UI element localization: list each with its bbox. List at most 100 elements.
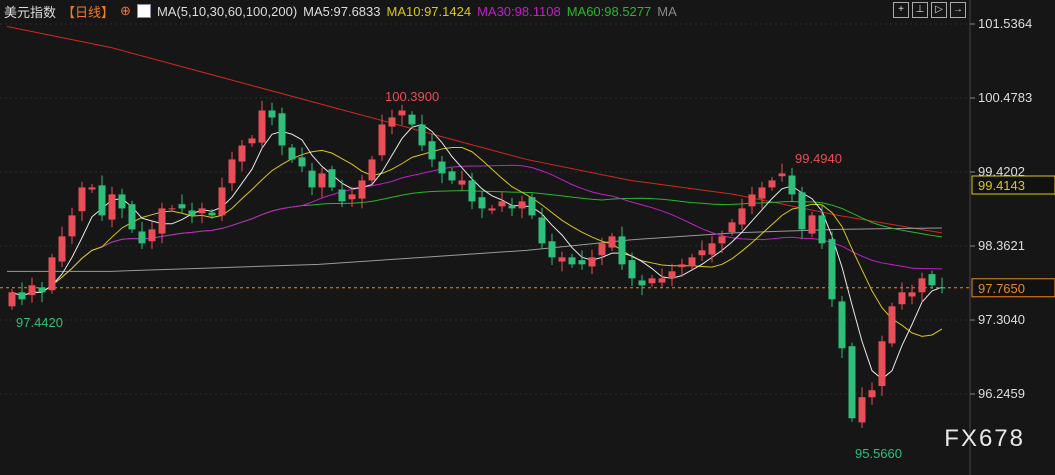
- candle-body: [188, 210, 196, 216]
- candle-body: [698, 250, 706, 256]
- candle-body: [178, 204, 186, 209]
- candle-body: [328, 169, 336, 188]
- candle-body: [888, 306, 896, 344]
- candle-body: [458, 180, 466, 185]
- candle-body: [228, 159, 236, 184]
- candle-body: [158, 208, 166, 234]
- chart-header: 美元指数 【日线】 ⊕ MA(5,10,30,60,100,200) MA5:9…: [4, 2, 677, 20]
- candle-body: [878, 341, 886, 387]
- candle-body: [138, 231, 146, 244]
- candle-body: [908, 292, 916, 297]
- candle-body: [518, 201, 526, 209]
- candle-body: [848, 346, 856, 419]
- candle-body: [348, 194, 356, 200]
- ma10-line: [11, 147, 943, 337]
- candle-body: [508, 205, 516, 209]
- candle-body: [58, 236, 66, 262]
- ref-price-tag: [971, 175, 1055, 195]
- y-tick-label: 96.2459: [978, 386, 1025, 401]
- ma30-value: MA30:98.1108: [477, 3, 561, 19]
- candle-body: [388, 117, 396, 127]
- candle-body: [448, 171, 456, 181]
- candle-body: [338, 189, 346, 202]
- ma5-line: [11, 123, 943, 380]
- candle-body: [78, 187, 86, 212]
- candle-body: [688, 257, 696, 267]
- y-tick-label: 99.4202: [978, 164, 1025, 179]
- ma10-value: MA10:97.1424: [386, 3, 472, 19]
- candle-body: [778, 173, 786, 177]
- candle-body: [568, 257, 576, 265]
- candle-body: [558, 257, 566, 262]
- candle-body: [858, 397, 866, 423]
- y-tick-label: 97.3040: [978, 312, 1025, 327]
- y-tick-label: 98.3621: [978, 238, 1025, 253]
- candle-body: [578, 260, 586, 265]
- candle-body: [598, 243, 606, 256]
- candle-body: [918, 278, 926, 293]
- candle-body: [678, 264, 686, 268]
- candle-body: [398, 110, 406, 116]
- candle-body: [168, 208, 176, 210]
- y-tick-label: 101.5364: [978, 16, 1032, 31]
- candle-body: [928, 274, 936, 286]
- ma-params[interactable]: MA(5,10,30,60,100,200): [156, 3, 298, 19]
- candle-body: [868, 390, 876, 398]
- candle-body: [938, 287, 946, 289]
- candle-body: [38, 287, 46, 293]
- go-latest-icon[interactable]: →: [950, 2, 966, 18]
- candle-body: [298, 157, 306, 167]
- candle-body: [488, 208, 496, 211]
- candle-body: [468, 180, 476, 202]
- candle-body: [238, 145, 246, 162]
- candle-body: [428, 141, 436, 160]
- candle-body: [208, 212, 216, 216]
- add-indicator-icon[interactable]: ⊕: [120, 3, 131, 18]
- zoom-in-icon[interactable]: ⊥: [912, 2, 928, 18]
- candle-body: [198, 208, 206, 214]
- candle-body: [478, 197, 486, 209]
- ma30-line: [11, 164, 943, 297]
- candle-body: [828, 239, 836, 300]
- candle-body: [638, 280, 646, 286]
- candle-body: [98, 185, 106, 216]
- ma-more: MA: [657, 3, 677, 19]
- candle-body: [318, 173, 326, 188]
- candle-body: [418, 124, 426, 146]
- candle-body: [618, 236, 626, 265]
- candle-body: [408, 114, 416, 125]
- candle-body: [288, 147, 296, 160]
- candle-body: [248, 138, 256, 144]
- candle-body: [718, 236, 726, 244]
- candle-body: [818, 215, 826, 244]
- candle-body: [738, 208, 746, 225]
- indicator-chart-icon[interactable]: [136, 4, 151, 18]
- ma200-line: [6, 26, 943, 234]
- ref-price-label: 99.4143: [978, 178, 1025, 193]
- candle-body: [838, 301, 846, 349]
- candle-body: [768, 180, 776, 188]
- candle-body: [278, 113, 286, 146]
- candle-body: [28, 285, 36, 296]
- candle-body: [588, 257, 596, 267]
- candle-body: [8, 292, 16, 307]
- candle-body: [148, 229, 156, 242]
- candle-body: [48, 257, 56, 291]
- candle-body: [378, 124, 386, 156]
- candle-body: [628, 260, 636, 279]
- candle-body: [728, 222, 736, 233]
- candle-body: [258, 110, 266, 143]
- current-price-tag: [971, 278, 1055, 298]
- period-selector[interactable]: 【日线】: [62, 4, 115, 20]
- ma5-value: MA5:97.6833: [303, 3, 381, 19]
- crosshair-icon[interactable]: +: [893, 2, 909, 18]
- candle-body: [128, 204, 136, 230]
- candle-body: [748, 194, 756, 207]
- candle-body: [118, 194, 126, 209]
- ma100-line: [7, 227, 943, 272]
- candle-body: [538, 217, 546, 244]
- candle-body: [668, 271, 676, 279]
- zoom-out-icon[interactable]: ▷: [931, 2, 947, 18]
- start-low-annotation: 97.4420: [16, 315, 63, 330]
